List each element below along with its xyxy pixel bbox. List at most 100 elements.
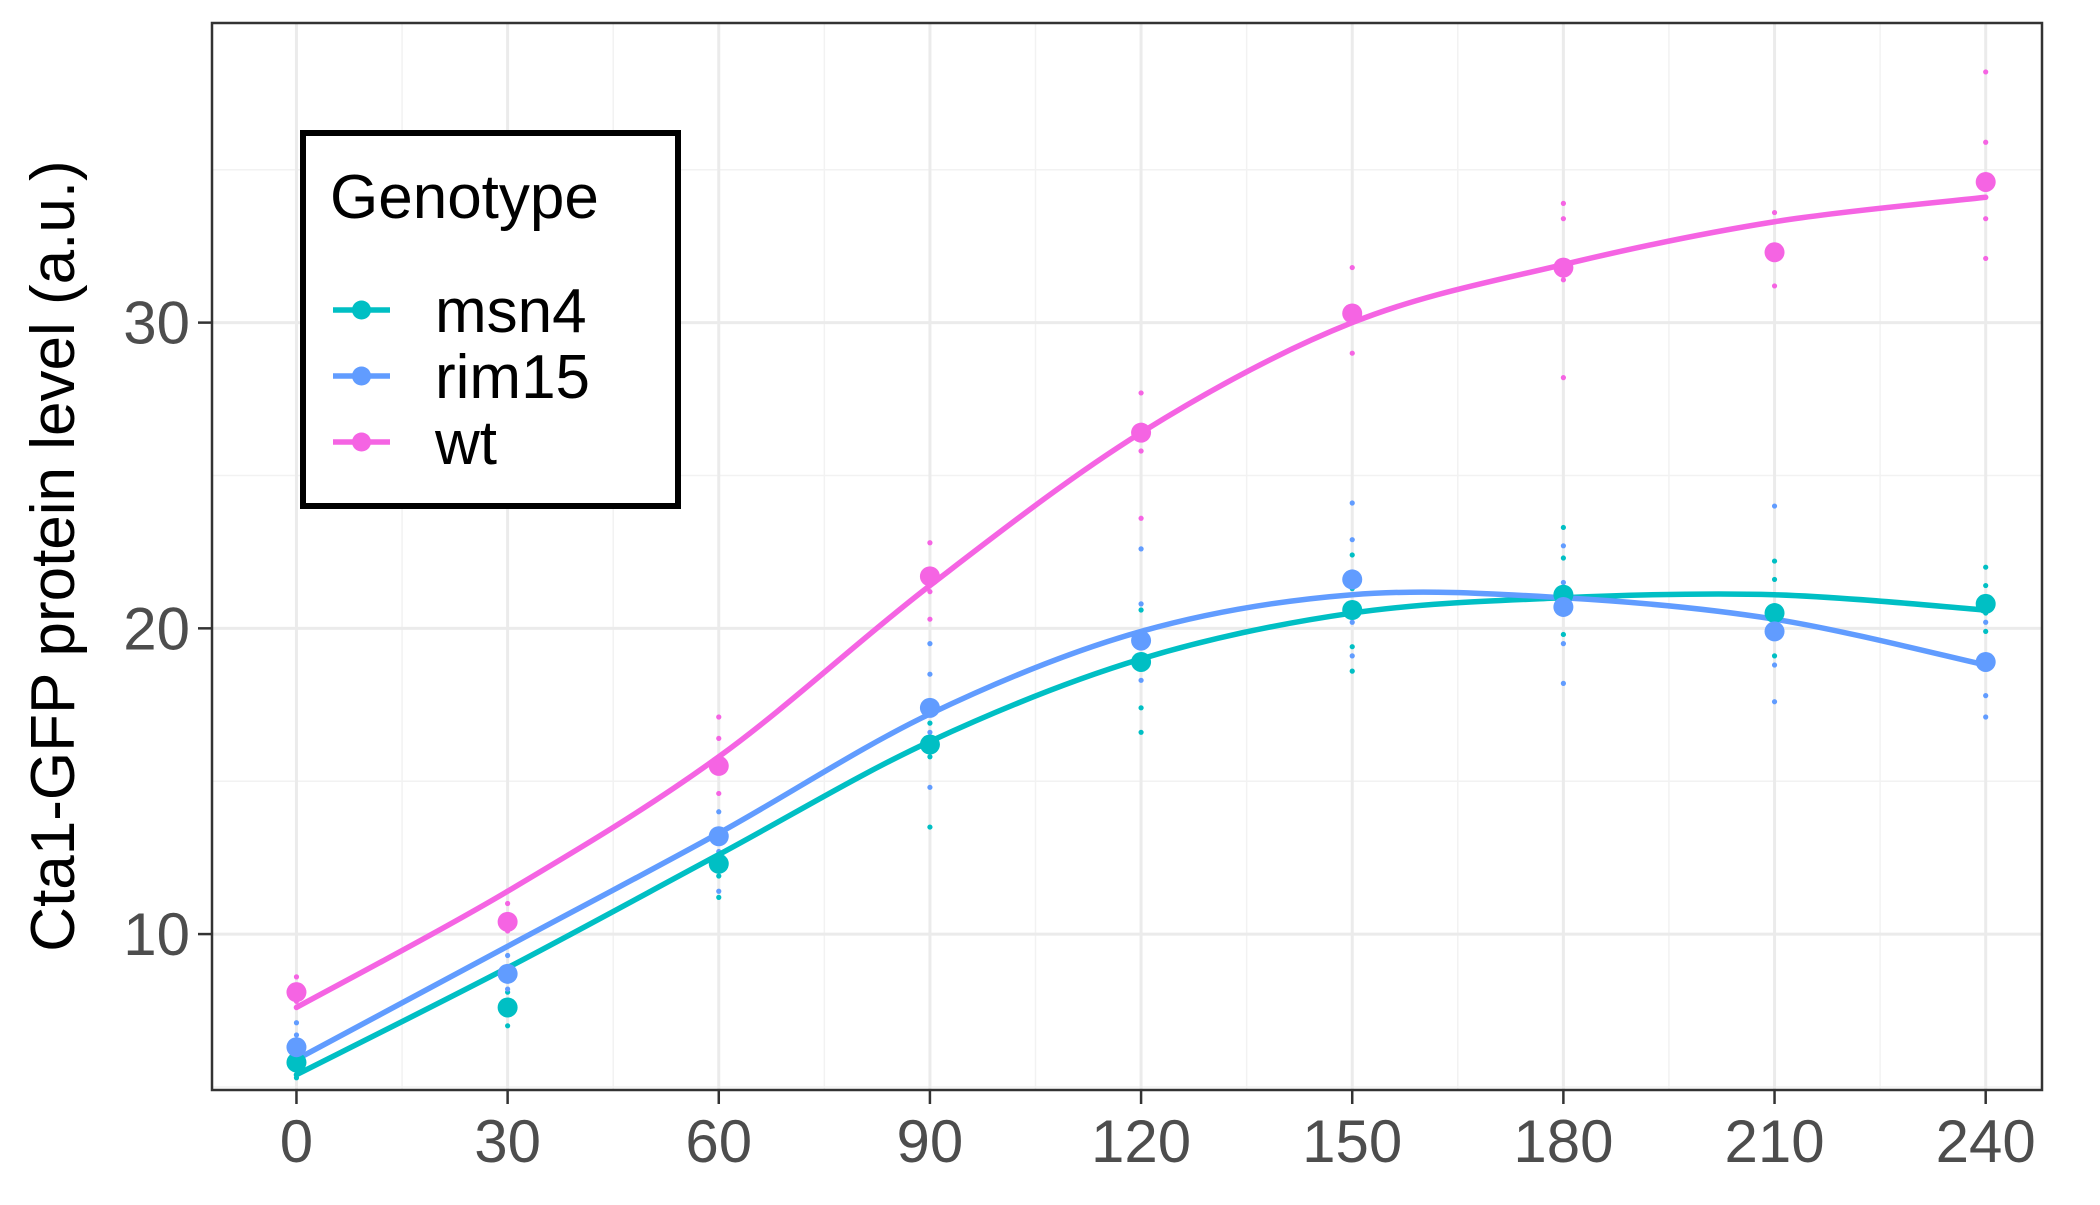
msn4-replicate-point: [927, 824, 933, 830]
rim15-replicate-point: [1983, 714, 1989, 720]
rim15-mean-point: [1553, 596, 1574, 617]
mean-layer: [286, 171, 1996, 1073]
msn4-replicate-point: [927, 754, 933, 760]
x-tick-label: 210: [1724, 1108, 1824, 1175]
msn4-fit-line: [293, 591, 1989, 1078]
msn4-mean-point: [1975, 593, 1996, 614]
rim15-replicate-point: [1560, 641, 1566, 647]
wt-replicate-point: [293, 974, 300, 980]
msn4-replicate-point: [1983, 564, 1989, 570]
x-tick-label: 150: [1302, 1108, 1402, 1175]
msn4-replicate-point: [1138, 607, 1144, 613]
rim15-mean-point: [1342, 569, 1363, 590]
msn4-replicate-point: [505, 1023, 511, 1029]
x-tick-label: 180: [1513, 1108, 1613, 1175]
wt-replicate-point: [716, 735, 722, 742]
wt-replicate-point: [1349, 264, 1355, 271]
msn4-replicate-point: [1771, 576, 1778, 583]
msn4-replicate-point: [1349, 668, 1355, 674]
wt-replicate-point: [927, 540, 933, 546]
rim15-replicate-point: [1138, 677, 1144, 683]
rim15-replicate-point: [293, 1032, 300, 1038]
wt-mean-point: [1342, 303, 1363, 324]
rim15-mean-point: [286, 1037, 307, 1058]
msn4-replicate-point: [1983, 628, 1989, 635]
panel-border: [210, 21, 2044, 1092]
wt-replicate-point: [1560, 216, 1566, 222]
rim15-replicate-point: [293, 1020, 300, 1026]
rim15-replicate-point: [1771, 503, 1778, 509]
wt-replicate-point: [1138, 515, 1144, 521]
msn4-replicate-point: [1560, 631, 1566, 638]
x-tick-label: 90: [897, 1108, 964, 1175]
rim15-mean-point: [1975, 651, 1996, 672]
msn4-replicate-point: [1771, 558, 1778, 564]
rim15-replicate-point: [1349, 537, 1355, 543]
wt-fit-line: [293, 194, 1989, 1011]
rim15-replicate-point: [505, 952, 511, 959]
msn4-replicate-point: [1138, 729, 1144, 735]
msn4-mean-point: [1764, 603, 1785, 624]
msn4-replicate-point: [1349, 552, 1355, 558]
rim15-replicate-point: [1349, 653, 1355, 659]
rim15-replicate-point: [1349, 500, 1355, 506]
wt-replicate-point: [1771, 283, 1778, 289]
rim15-replicate-point: [1349, 619, 1355, 625]
rim15-replicate-point: [1560, 680, 1566, 686]
msn4-replicate-point: [716, 873, 722, 879]
wt-replicate-point: [1349, 350, 1355, 356]
msn4-mean-point: [919, 734, 940, 755]
legend-title: Genotype: [330, 163, 599, 232]
x-tick-label: 240: [1936, 1108, 2036, 1175]
msn4-replicate-point: [1349, 644, 1355, 650]
wt-replicate-point: [927, 616, 933, 622]
rim15-replicate-point: [927, 729, 933, 735]
wt-replicate-point: [1983, 216, 1989, 222]
rim15-mean-point: [1764, 621, 1785, 642]
rim15-replicate-point: [1771, 662, 1778, 668]
legend-key-point-wt: [352, 432, 371, 452]
fit-layer: [293, 194, 1989, 1078]
msn4-replicate-point: [1560, 524, 1566, 531]
msn4-replicate-point: [1138, 705, 1144, 711]
axis-layer: 0 30 60 90 120 150 180 210 240 10 20 30: [123, 290, 2035, 1175]
wt-replicate-point: [1983, 255, 1989, 262]
wt-replicate-point: [1138, 390, 1144, 396]
wt-replicate-point: [1560, 375, 1566, 381]
wt-mean-point: [1131, 422, 1152, 443]
rim15-mean-point: [708, 826, 729, 847]
wt-replicate-point: [1771, 209, 1778, 216]
y-tick-label: 30: [123, 290, 190, 357]
rim15-replicate-point: [1138, 546, 1144, 552]
msn4-mean-point: [497, 997, 518, 1018]
x-tick-label: 30: [474, 1108, 541, 1175]
rim15-mean-point: [497, 963, 518, 984]
msn4-replicate-point: [1983, 582, 1989, 589]
y-tick-label: 20: [123, 595, 190, 662]
rim15-fit-line: [293, 589, 1989, 1063]
wt-replicate-point: [716, 714, 722, 720]
wt-mean-point: [708, 755, 729, 776]
legend-key-point-msn4: [352, 300, 371, 320]
x-tick-label: 60: [685, 1108, 752, 1175]
rim15-mean-point: [1131, 630, 1152, 651]
wt-mean-point: [1975, 171, 1996, 192]
y-axis-title: Cta1-GFP protein level (a.u.): [19, 160, 88, 951]
wt-replicate-point: [505, 900, 511, 907]
legend-label-wt: wt: [434, 409, 497, 478]
msn4-mean-point: [1342, 600, 1363, 621]
rim15-replicate-point: [716, 888, 722, 894]
msn4-mean-point: [1131, 651, 1152, 672]
msn4-mean-point: [708, 853, 729, 874]
rim15-mean-point: [919, 697, 940, 718]
wt-replicate-point: [1560, 277, 1566, 283]
rim15-replicate-point: [1983, 619, 1989, 625]
legend-label-rim15: rim15: [435, 343, 590, 412]
rim15-replicate-point: [1560, 543, 1566, 549]
wt-mean-point: [497, 911, 518, 932]
rim15-replicate-point: [1560, 579, 1566, 586]
msn4-mean-point: [286, 1052, 307, 1073]
wt-replicate-point: [1983, 139, 1989, 145]
